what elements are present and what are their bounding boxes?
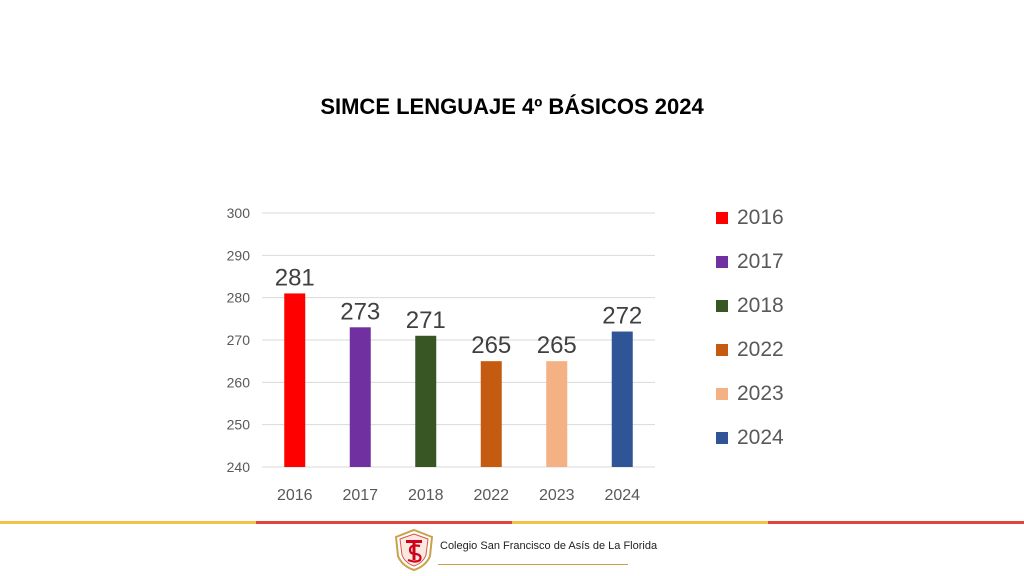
- bar-2017: [349, 327, 371, 467]
- footer-stripe-2: [256, 521, 512, 524]
- y-tick-label: 280: [227, 290, 251, 306]
- y-tick-label: 270: [227, 332, 251, 348]
- data-label-2024: 272: [602, 303, 642, 330]
- gridlines: [262, 212, 655, 468]
- legend-item-2018: 2018: [716, 284, 784, 328]
- legend-item-2023: 2023: [716, 372, 784, 416]
- legend-swatch: [716, 212, 728, 224]
- y-tick-label: 260: [227, 374, 251, 390]
- legend-swatch: [716, 344, 728, 356]
- x-tick-label-2024: 2024: [604, 487, 640, 504]
- y-tick-label: 240: [227, 459, 251, 475]
- legend-item-2024: 2024: [716, 416, 784, 460]
- school-crest-icon: [394, 528, 434, 572]
- y-tick-label: 250: [227, 417, 251, 433]
- legend-label: 2022: [737, 338, 784, 361]
- x-tick-label-2016: 2016: [277, 487, 313, 504]
- school-name: Colegio San Francisco de Asís de La Flor…: [440, 540, 658, 552]
- legend-item-2017: 2017: [716, 240, 784, 284]
- data-label-2022: 265: [471, 332, 511, 359]
- bar-2018: [415, 335, 437, 467]
- legend-swatch: [716, 432, 728, 444]
- x-tick-label-2018: 2018: [408, 487, 444, 504]
- bars: [284, 293, 633, 467]
- data-labels: 281 273 271 265 265 272: [275, 264, 643, 359]
- bar-2024: [611, 331, 633, 467]
- bar-2016: [284, 293, 306, 467]
- footer-stripe-4: [768, 521, 1024, 524]
- x-tick-label-2017: 2017: [342, 487, 378, 504]
- legend-label: 2024: [737, 426, 784, 449]
- slide-title: SIMCE LENGUAJE 4º BÁSICOS 2024: [320, 94, 704, 119]
- legend-label: 2016: [737, 206, 784, 229]
- school-footer: Colegio San Francisco de Asís de La Flor…: [390, 528, 657, 574]
- legend-label: 2017: [737, 250, 784, 273]
- bar-2022: [480, 361, 502, 467]
- y-tick-label: 290: [227, 247, 251, 263]
- x-tick-label-2022: 2022: [473, 487, 509, 504]
- footer-stripe-1: [0, 521, 256, 524]
- x-axis-ticks: 2016 2017 2018 2022 2023 2024: [277, 487, 640, 504]
- legend-swatch: [716, 388, 728, 400]
- legend-item-2016: 2016: [716, 196, 784, 240]
- legend-label: 2018: [737, 294, 784, 317]
- y-tick-label: 300: [227, 205, 251, 221]
- data-label-2016: 281: [275, 264, 315, 291]
- legend-item-2022: 2022: [716, 328, 784, 372]
- data-label-2023: 265: [537, 332, 577, 359]
- legend-swatch: [716, 256, 728, 268]
- data-label-2018: 271: [406, 307, 446, 334]
- footer-stripe-3: [512, 521, 768, 524]
- y-axis-ticks: 240 250 260 270 280 290 300: [227, 205, 251, 475]
- data-label-2017: 273: [340, 298, 380, 325]
- bar-2023: [546, 361, 568, 467]
- legend-swatch: [716, 300, 728, 312]
- chart-legend: 2016 2017 2018 2022 2023 2024: [716, 196, 784, 460]
- school-name-underline: [438, 564, 628, 565]
- legend-label: 2023: [737, 382, 784, 405]
- x-tick-label-2023: 2023: [539, 487, 575, 504]
